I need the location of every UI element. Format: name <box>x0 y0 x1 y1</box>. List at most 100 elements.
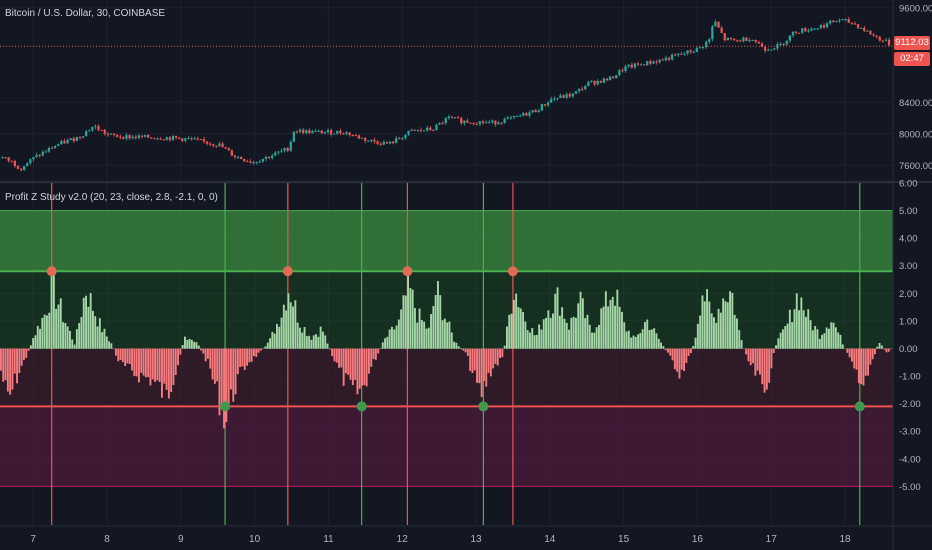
histogram-bar <box>634 336 637 349</box>
histogram-bar <box>368 348 370 374</box>
candle-body <box>29 159 32 164</box>
candle-body <box>550 98 553 103</box>
histogram-bar <box>657 338 660 349</box>
histogram-bar <box>174 348 177 375</box>
candle-body <box>717 21 720 28</box>
histogram-bar <box>779 332 782 349</box>
candle-body <box>19 168 23 170</box>
histogram-bar <box>598 324 600 349</box>
histogram-bar <box>554 293 557 349</box>
histogram-bar <box>52 273 55 349</box>
histogram-bar <box>82 297 85 349</box>
histogram-bar <box>255 348 258 357</box>
histogram-bar <box>805 316 807 349</box>
candle-body <box>661 59 664 61</box>
candle-body <box>519 115 522 117</box>
histogram-bar <box>862 348 865 386</box>
histogram-bar <box>273 333 276 349</box>
histogram-bar <box>335 348 338 363</box>
candle-body <box>608 76 612 81</box>
candle-body <box>612 76 615 79</box>
histogram-bar <box>811 330 814 349</box>
candle-body <box>150 137 153 139</box>
histogram-bar <box>427 327 430 349</box>
candle-body <box>615 75 618 79</box>
histogram-bar <box>216 348 219 382</box>
candle-body <box>636 63 640 65</box>
candle-body <box>844 19 847 21</box>
candle-body <box>320 130 323 134</box>
histogram-bar <box>524 321 527 349</box>
candle-body <box>512 115 516 118</box>
histogram-bar <box>29 345 32 349</box>
histogram-bar <box>437 281 439 349</box>
candle-body <box>624 66 627 72</box>
price-axis[interactable]: 9600.00 8400.00 8000.00 7600.00 <box>899 3 932 171</box>
candle-body <box>314 130 317 132</box>
histogram-bar <box>687 348 690 356</box>
histogram-bar <box>878 342 881 349</box>
histogram-bar <box>92 310 94 349</box>
candle-body <box>708 39 711 42</box>
candle-body <box>540 104 543 111</box>
candle-body <box>850 22 853 24</box>
histogram-bar <box>133 348 136 377</box>
candle-body <box>395 138 398 144</box>
candle-body <box>791 31 795 36</box>
candle-body <box>199 139 202 141</box>
histogram-bar <box>717 308 720 349</box>
candle-body <box>491 120 494 123</box>
indicator-axis[interactable]: 6.00 5.00 4.00 3.00 2.00 1.00 0.00 -1.00 -2.00 -3… <box>899 179 921 493</box>
histogram-bar <box>871 348 874 360</box>
indicator-tick-label: 6.00 <box>899 179 918 190</box>
candle-body <box>683 53 686 55</box>
candle-body <box>122 137 125 139</box>
histogram-bar <box>793 309 796 349</box>
histogram-bar <box>685 348 688 363</box>
histogram-bar <box>754 348 757 376</box>
histogram-bar <box>531 328 534 349</box>
candle-body <box>221 143 224 148</box>
histogram-bar <box>890 348 892 350</box>
histogram-bar <box>315 334 317 349</box>
histogram-bar <box>41 317 44 349</box>
histogram-bar <box>759 348 761 375</box>
histogram-bar <box>761 348 764 385</box>
candle-body <box>128 135 131 139</box>
candle-body <box>860 27 863 29</box>
histogram-bar <box>393 329 396 349</box>
histogram-bar <box>439 295 442 349</box>
candle-body <box>574 91 578 94</box>
histogram-bar <box>627 330 630 349</box>
histogram-bar <box>641 329 644 349</box>
histogram-bar <box>46 315 48 349</box>
candle-body <box>379 143 382 145</box>
candle-body <box>7 157 10 161</box>
time-tick-label: 16 <box>692 534 704 545</box>
histogram-bar <box>39 328 41 349</box>
histogram-bar <box>89 293 92 349</box>
histogram-bar <box>432 306 435 349</box>
candle-body <box>422 130 426 132</box>
candle-body <box>26 163 29 167</box>
histogram-bar <box>430 314 432 349</box>
candle-body <box>779 44 782 46</box>
candle-body <box>739 40 742 42</box>
histogram-bar <box>59 298 62 349</box>
candle-body <box>143 134 147 137</box>
candle-body <box>497 122 500 125</box>
candle-body <box>658 59 661 63</box>
candle-body <box>88 130 91 132</box>
histogram-bar <box>303 327 306 349</box>
histogram-bar <box>611 296 614 349</box>
time-axis[interactable]: 7 8 9 10 11 12 13 14 15 16 17 18 <box>30 534 851 545</box>
candle-body <box>881 40 884 42</box>
histogram-bar <box>246 348 248 366</box>
candle-body <box>543 104 547 106</box>
indicator-tick-label: 1.00 <box>899 316 918 327</box>
candle-body <box>357 135 361 139</box>
candle-body <box>767 49 770 51</box>
histogram-bar <box>821 334 823 349</box>
histogram-bar <box>27 348 30 351</box>
